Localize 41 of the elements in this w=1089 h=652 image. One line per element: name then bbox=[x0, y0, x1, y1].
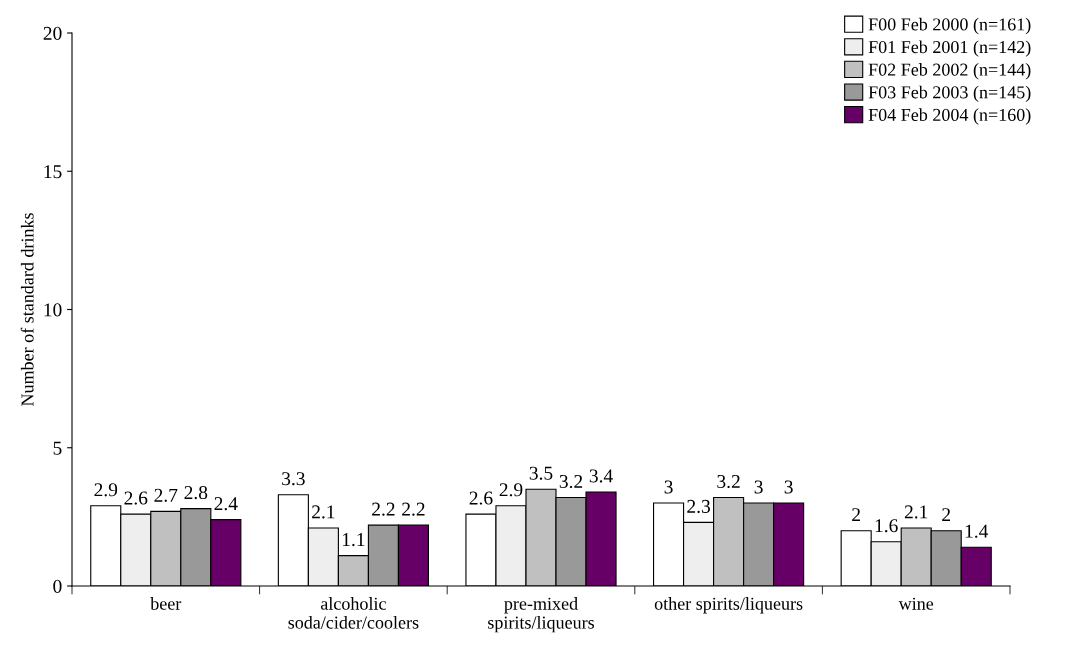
data-label: 2 bbox=[942, 508, 950, 521]
data-label: 1.6 bbox=[875, 519, 898, 533]
x-tick-label: beer bbox=[150, 597, 182, 610]
x-tick-label: other spirits/liqueurs bbox=[654, 597, 803, 614]
data-label: 2.8 bbox=[184, 485, 208, 500]
legend-label: F04 Feb 2004 (n=160) bbox=[868, 108, 1031, 125]
data-label: 2.2 bbox=[372, 502, 395, 516]
data-label: 1.4 bbox=[965, 524, 989, 538]
legend-label: F00 Feb 2000 (n=161) bbox=[868, 17, 1031, 35]
x-tick-label: wine bbox=[898, 597, 934, 610]
x-tick-label: alcoholic soda/cider/coolers bbox=[288, 597, 419, 629]
data-label: 2 bbox=[852, 508, 860, 521]
data-label: 2.1 bbox=[904, 505, 928, 519]
data-label: 2.7 bbox=[154, 488, 178, 502]
data-label: 3 bbox=[784, 480, 793, 494]
data-label: 3.5 bbox=[529, 466, 553, 480]
x-tick-label: pre-mixed spirits/liqueurs bbox=[488, 597, 595, 633]
y-tick-label: 10 bbox=[44, 303, 62, 317]
data-label: 1.1 bbox=[342, 533, 365, 547]
y-tick-label: 20 bbox=[43, 26, 62, 40]
data-label: 2.3 bbox=[687, 499, 710, 513]
data-label: 3.2 bbox=[717, 474, 740, 489]
y-tick-label: 0 bbox=[53, 579, 62, 593]
data-label: 3.3 bbox=[282, 472, 305, 486]
data-label: 2.6 bbox=[469, 491, 493, 505]
y-axis-title: Number of standard drinks bbox=[20, 213, 34, 407]
data-label: 3.2 bbox=[559, 474, 583, 489]
y-tick-label: 15 bbox=[44, 165, 62, 179]
data-label: 3 bbox=[664, 480, 673, 494]
data-label: 2.2 bbox=[402, 502, 425, 516]
legend-label: F01 Feb 2001 (n=142) bbox=[868, 40, 1031, 57]
legend-label: F03 Feb 2003 (n=145) bbox=[868, 85, 1031, 103]
y-tick-label: 5 bbox=[53, 441, 62, 455]
data-label: 2.9 bbox=[94, 483, 118, 497]
data-label: 2.9 bbox=[499, 483, 523, 497]
data-label: 2.6 bbox=[124, 491, 148, 505]
data-label: 3.4 bbox=[589, 469, 613, 483]
data-label: 3 bbox=[754, 480, 763, 494]
data-label: 2.1 bbox=[312, 505, 335, 519]
data-label: 2.4 bbox=[214, 497, 238, 511]
legend-label: F02 Feb 2002 (n=144) bbox=[868, 63, 1031, 80]
